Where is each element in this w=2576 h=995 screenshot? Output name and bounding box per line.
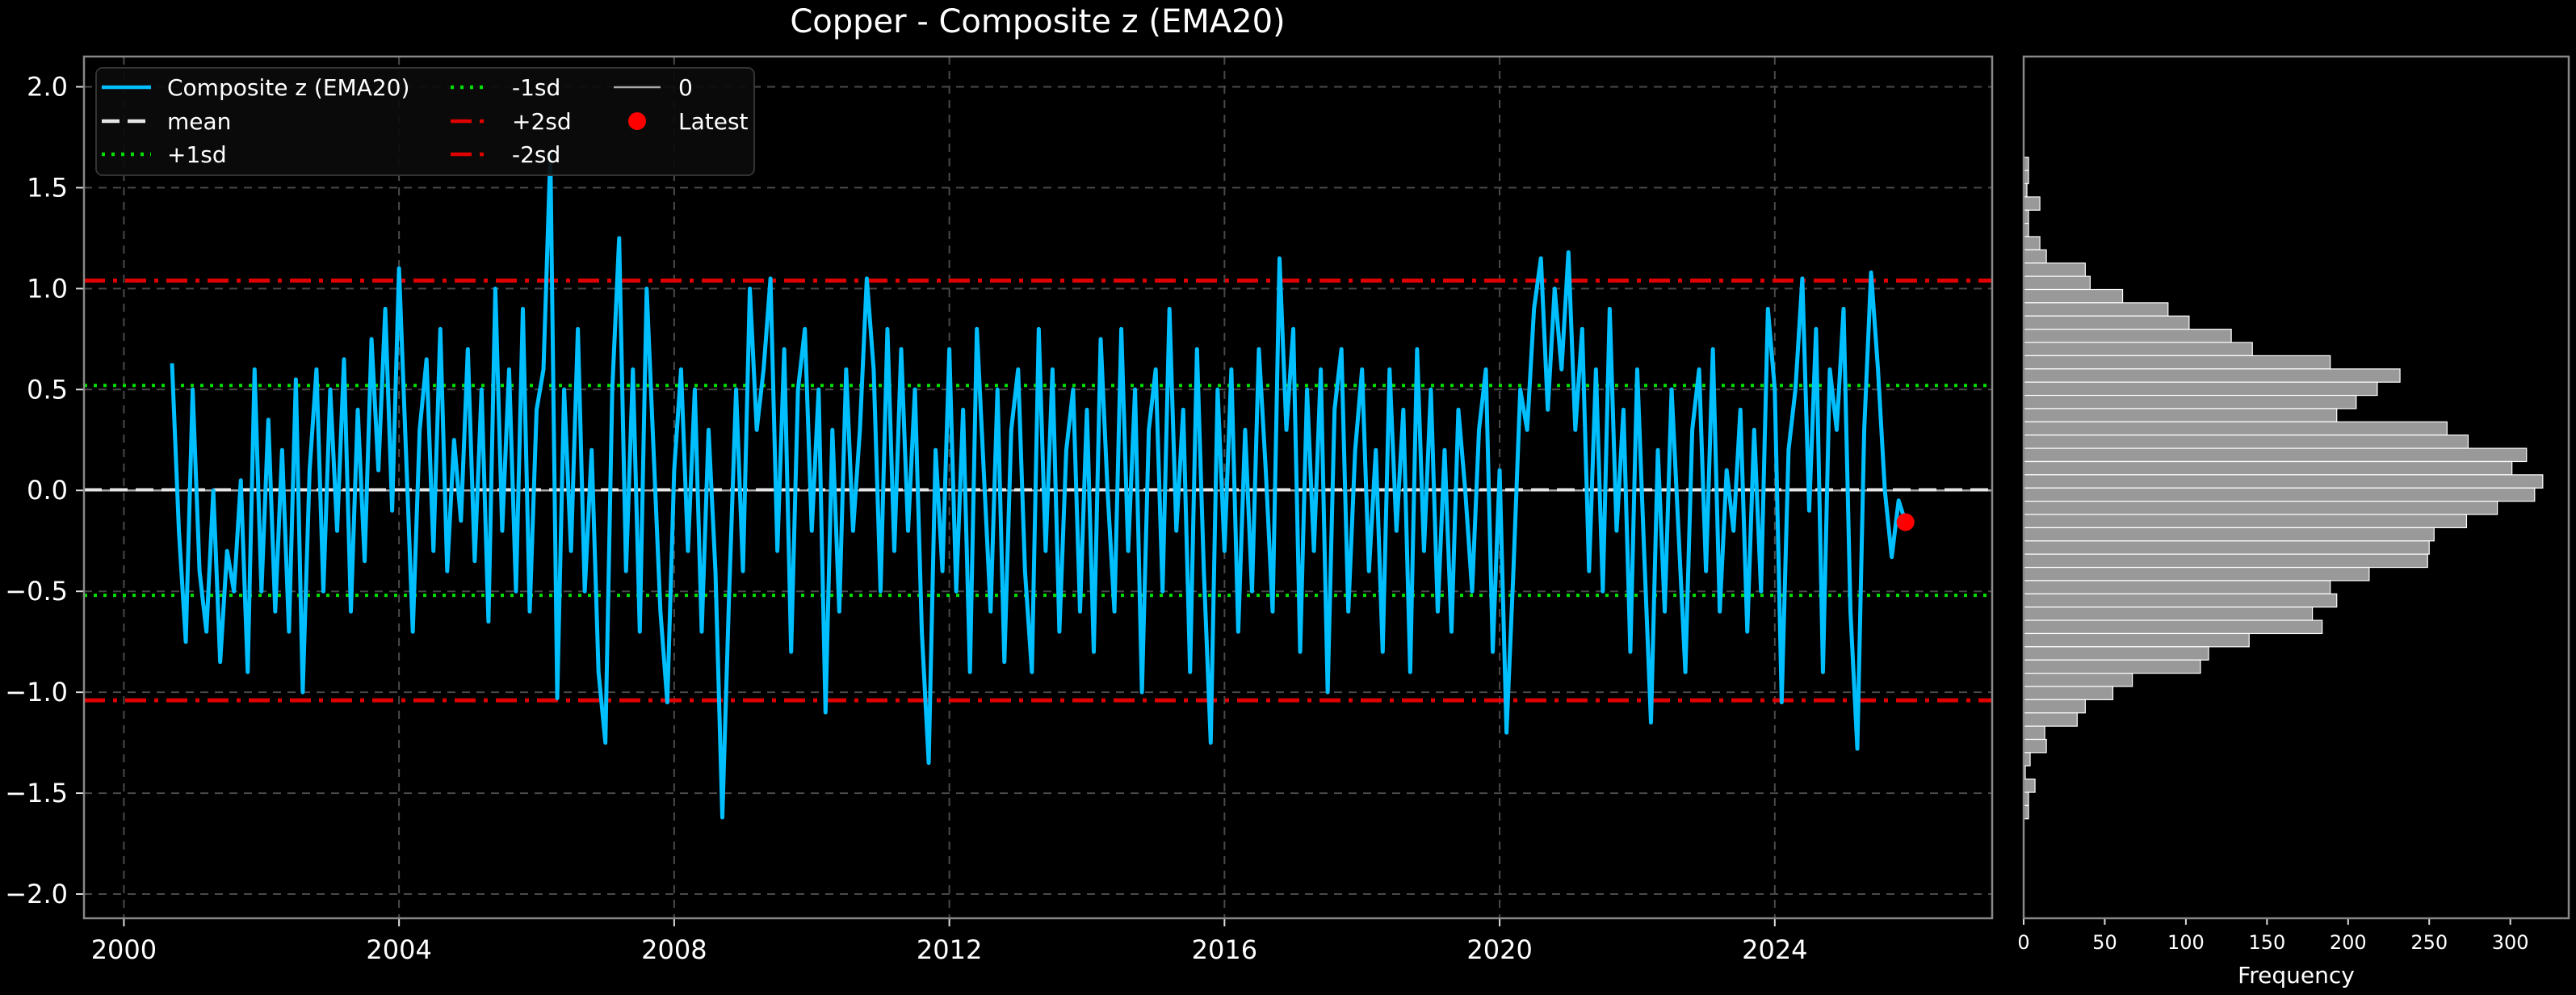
hist-x-axis-label: Frequency (2238, 962, 2355, 989)
x-tick-label: 2016 (1192, 934, 1257, 965)
histogram-bar (2023, 368, 2401, 383)
histogram-bar (2023, 738, 2047, 754)
x-tick-label: 2024 (1742, 934, 1807, 965)
main-axes-frame (82, 55, 1994, 920)
histogram-bar (2023, 553, 2428, 569)
x-tick-label: 2008 (641, 934, 707, 965)
y-tick-label: −0.5 (5, 576, 68, 607)
hist-x-tick-label: 300 (2492, 931, 2529, 954)
histogram-bar (2023, 632, 2250, 648)
histogram-bar (2023, 236, 2041, 250)
legend-label: -2sd (512, 141, 560, 168)
legend-label: +2sd (512, 108, 572, 135)
histogram-bar (2023, 580, 2331, 594)
hist-x-tick-label: 150 (2248, 931, 2285, 954)
histogram-bar (2023, 408, 2338, 422)
histogram-bar (2023, 686, 2114, 700)
histogram-bar (2023, 673, 2133, 687)
y-tick-label: −1.5 (5, 778, 68, 808)
legend-label: +1sd (167, 141, 227, 168)
histogram-bar (2023, 275, 2091, 291)
histogram-bar (2023, 699, 2086, 714)
histogram-bar (2023, 514, 2468, 528)
main-grid (84, 57, 1992, 918)
legend-label: 0 (678, 74, 693, 101)
reference-lines (84, 278, 1992, 703)
y-tick-label: −1.0 (5, 677, 68, 707)
histogram-bar (2023, 447, 2528, 463)
x-tick-label: 2004 (366, 934, 431, 965)
histogram-bar (2023, 593, 2338, 608)
legend-label: mean (167, 108, 231, 135)
histogram-bar (2023, 566, 2370, 581)
histogram-bar (2023, 725, 2045, 741)
y-tick-label: 2.0 (27, 71, 68, 102)
x-tick-label: 2012 (917, 934, 982, 965)
y-tick-label: 0.0 (27, 475, 68, 506)
histogram-bar (2023, 196, 2041, 211)
legend-latest-marker (628, 112, 646, 130)
chart-title: Copper - Composite z (EMA20) (790, 3, 1285, 40)
hist-axes-frame (2022, 55, 2570, 920)
main-axes: 2000 2004 2008 2012 2016 2020 2024 2.0 1.5 1.0 0.5… (5, 55, 1994, 965)
histogram-bar (2023, 249, 2047, 264)
y-tick-label: 1.0 (27, 273, 68, 304)
legend-label: Latest (678, 108, 749, 135)
latest-marker (1896, 513, 1915, 531)
histogram-bar (2023, 342, 2253, 357)
histogram-bar (2023, 712, 2078, 727)
histogram-bar (2023, 394, 2357, 409)
histogram-bar (2023, 421, 2448, 436)
histogram-bar (2023, 315, 2190, 330)
hist-x-tick-label: 50 (2092, 931, 2117, 954)
x-tick-label: 2000 (91, 934, 157, 965)
histogram-bar (2023, 302, 2169, 317)
histogram-bar (2023, 435, 2469, 449)
histogram-bar (2023, 487, 2536, 502)
histogram: 0 50 100 150 200 250 300 Frequency (2017, 55, 2570, 989)
y-tick-label: −2.0 (5, 879, 68, 909)
legend-label: -1sd (512, 74, 560, 101)
histogram-bar (2023, 288, 2124, 304)
histogram-bar (2023, 607, 2314, 621)
histogram-bar (2023, 501, 2498, 515)
composite-z-line (170, 151, 1908, 820)
series-layer (170, 151, 1915, 820)
legend-label: Composite z (EMA20) (167, 74, 409, 101)
histogram-bar (2023, 619, 2323, 635)
histogram-bar (2023, 460, 2513, 476)
x-tick-label: 2020 (1466, 934, 1532, 965)
histogram-bar (2023, 381, 2378, 397)
y-tick-label: 0.5 (27, 374, 68, 405)
histogram-bar (2023, 355, 2331, 370)
histogram-bar (2023, 474, 2544, 489)
legend: Composite z (EMA20) mean +1sd -1sd +2sd -2sd 0… (95, 67, 755, 176)
histogram-bar (2023, 646, 2209, 661)
histogram-bar (2023, 527, 2435, 542)
hist-x-tick-label: 250 (2410, 931, 2448, 954)
histogram-bar (2023, 659, 2201, 674)
hist-x-tick-label: 100 (2167, 931, 2205, 954)
histogram-bar (2023, 540, 2430, 555)
histogram-bar (2023, 262, 2086, 277)
legend-box (95, 67, 755, 176)
hist-x-tick-label: 0 (2017, 931, 2029, 954)
hist-x-tick-label: 200 (2330, 931, 2367, 954)
histogram-bar (2023, 779, 2036, 793)
y-tick-label: 1.5 (27, 172, 68, 203)
histogram-bar (2023, 329, 2232, 343)
